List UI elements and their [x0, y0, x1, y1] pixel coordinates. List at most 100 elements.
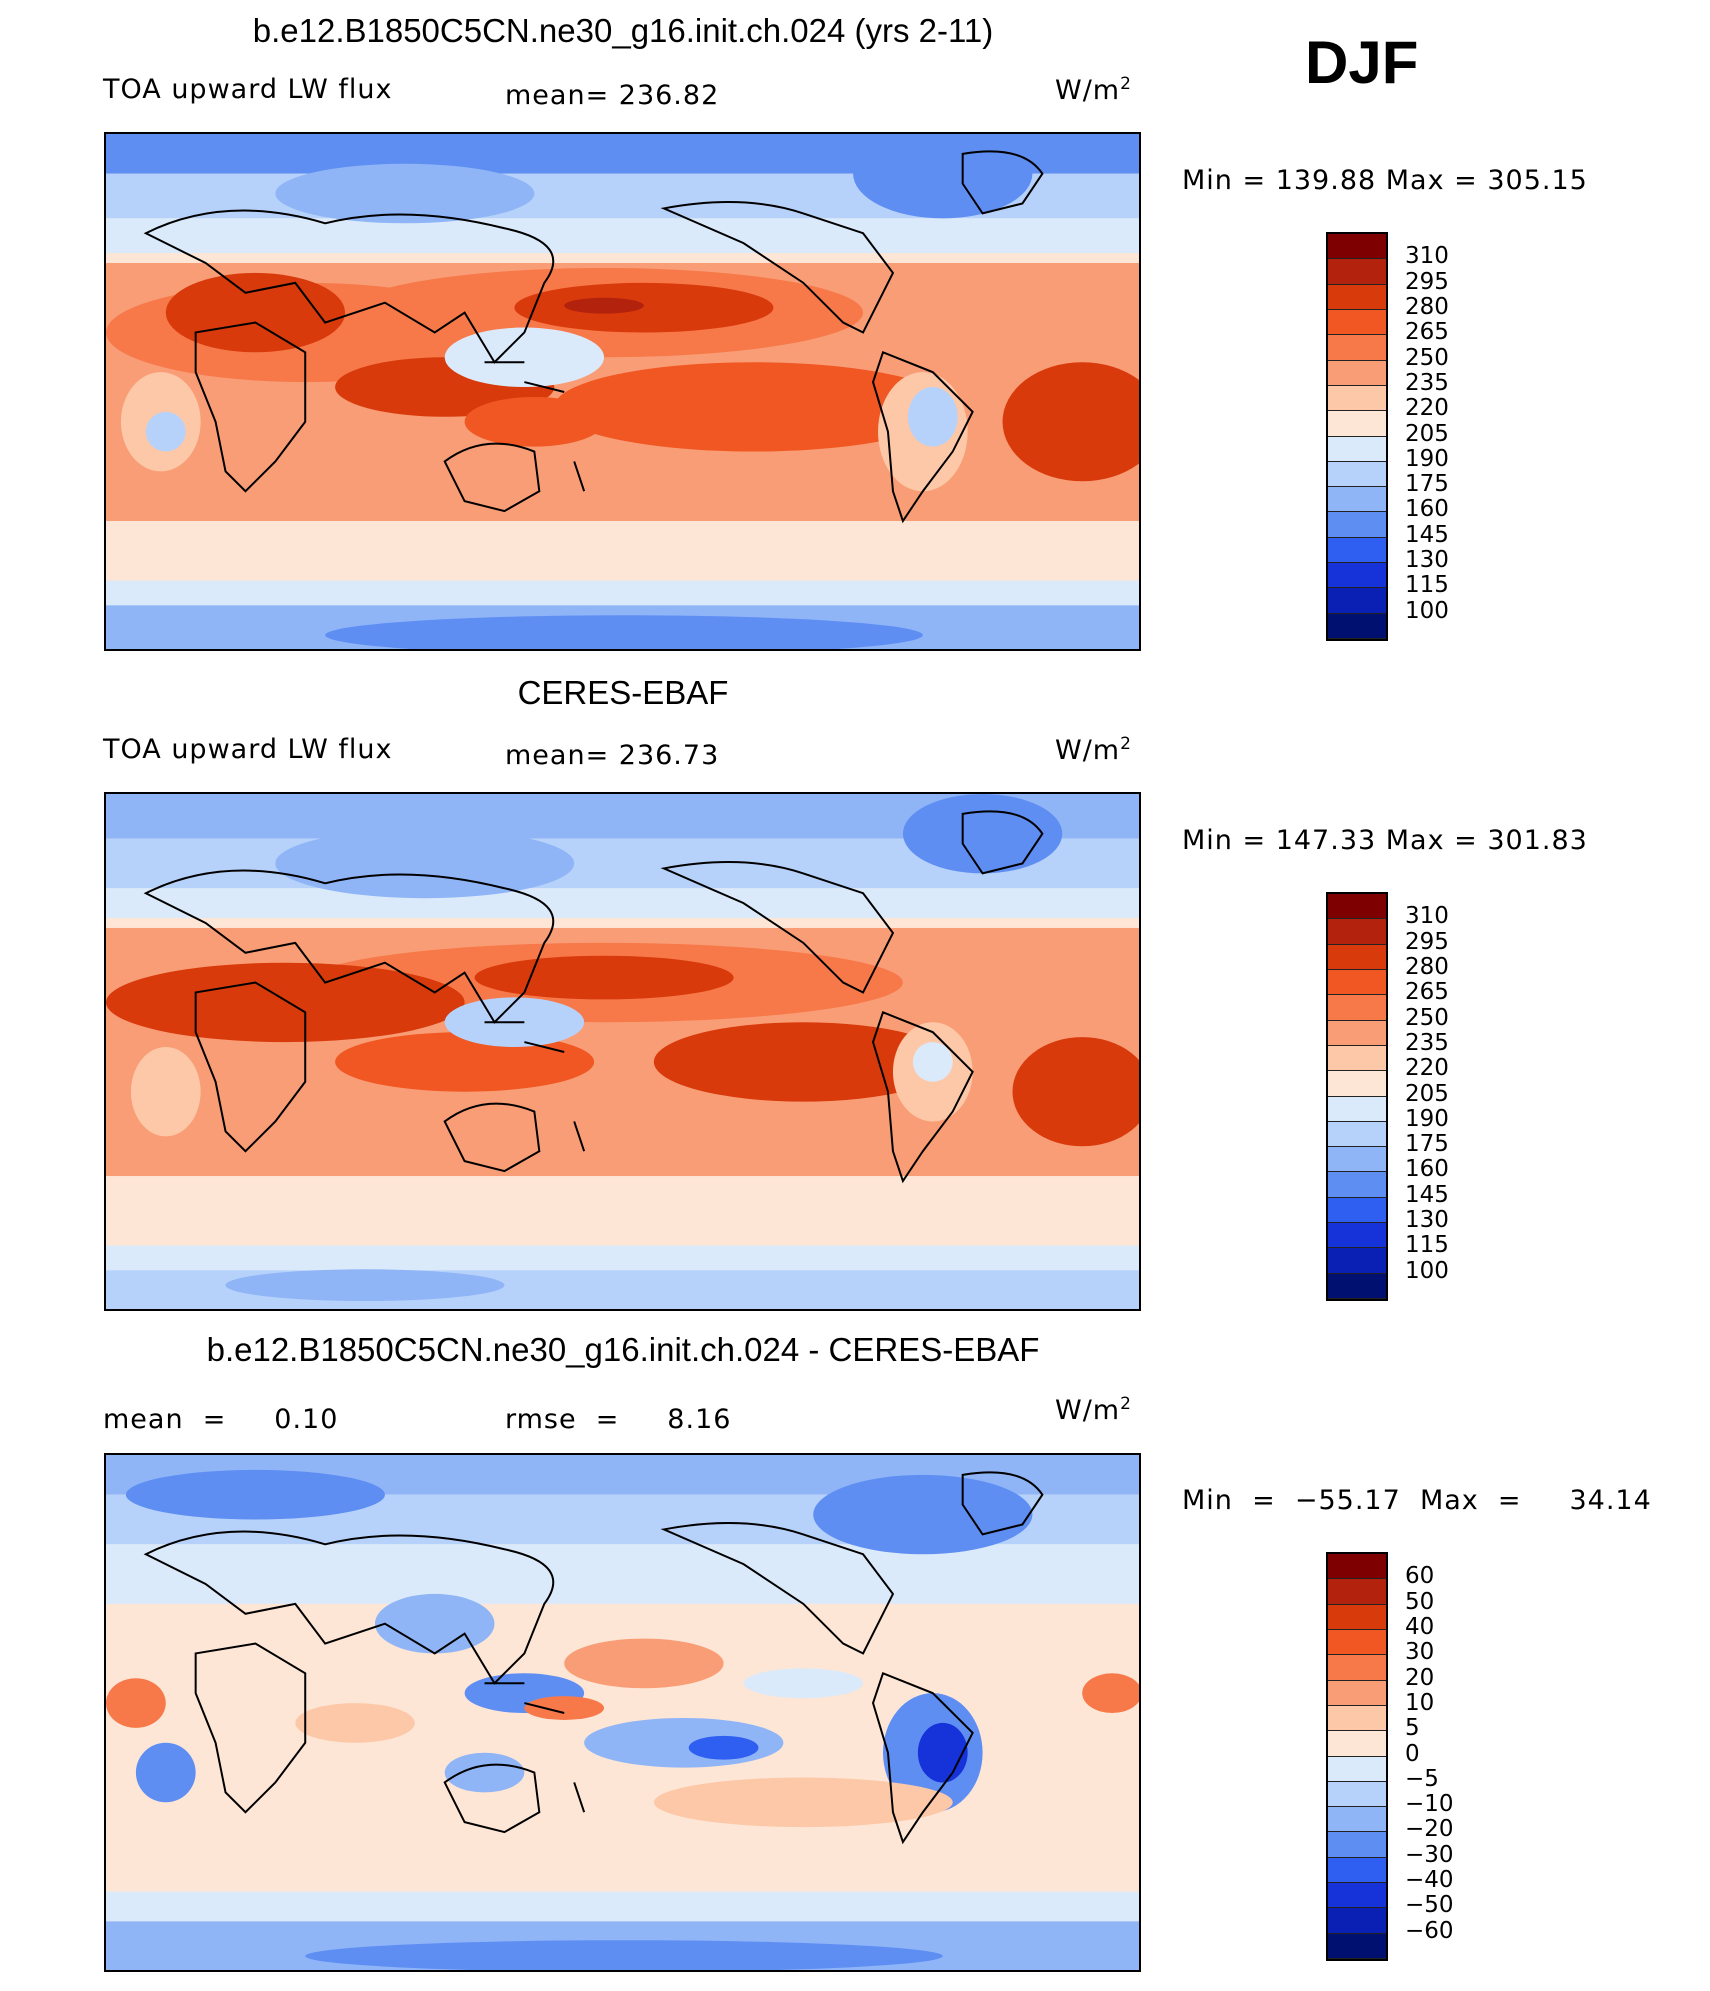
- colorbar-swatch: [1328, 487, 1386, 513]
- colorbar-tick-label: 40: [1405, 1613, 1435, 1640]
- colorbar-swatch: [1328, 1579, 1386, 1605]
- panel1-field-svg: [106, 134, 1139, 649]
- colorbar-tick-label: −5: [1405, 1765, 1439, 1792]
- panel2-units: W/m2: [1055, 734, 1132, 766]
- colorbar-tick-label: 295: [1405, 268, 1449, 295]
- colorbar-swatch: [1328, 1781, 1386, 1808]
- colorbar-swatch: [1328, 1756, 1386, 1782]
- colorbar-swatch: [1328, 1705, 1386, 1732]
- panel2-colorbar: [1326, 892, 1388, 1301]
- colorbar-swatch: [1328, 284, 1386, 310]
- panel2-map: [104, 792, 1141, 1311]
- colorbar-swatch: [1328, 1680, 1386, 1706]
- colorbar-swatch: [1328, 309, 1386, 336]
- colorbar-tick-label: −20: [1405, 1816, 1454, 1843]
- panel1-mean-text: mean= 236.82: [505, 80, 720, 111]
- colorbar-tick-label: 205: [1405, 1080, 1449, 1107]
- panel1-colorbar: [1326, 232, 1388, 641]
- colorbar-tick-label: 30: [1405, 1639, 1435, 1666]
- panel2-mean-text: mean= 236.73: [505, 740, 720, 771]
- colorbar-swatch: [1328, 1273, 1386, 1299]
- colorbar-tick-label: 190: [1405, 445, 1449, 472]
- colorbar-swatch: [1328, 563, 1386, 589]
- colorbar-swatch: [1328, 335, 1386, 361]
- colorbar-swatch: [1328, 944, 1386, 970]
- colorbar-tick-label: 280: [1405, 293, 1449, 320]
- colorbar-tick-label: 130: [1405, 547, 1449, 574]
- colorbar-tick-label: 115: [1405, 1232, 1449, 1259]
- colorbar-swatch: [1328, 411, 1386, 437]
- colorbar-swatch: [1328, 1655, 1386, 1681]
- panel3-minmax: Min = −55.17 Max = 34.14: [1182, 1485, 1652, 1516]
- colorbar-swatch: [1328, 1629, 1386, 1656]
- colorbar-swatch: [1328, 1147, 1386, 1173]
- colorbar-tick-label: 295: [1405, 928, 1449, 955]
- panel1-title: b.e12.B1850C5CN.ne30_g16.init.ch.024 (yr…: [252, 12, 994, 49]
- colorbar-swatch: [1328, 1020, 1386, 1046]
- colorbar-swatch: [1328, 1933, 1386, 1959]
- colorbar-tick-label: 0: [1405, 1740, 1420, 1767]
- colorbar-swatch: [1328, 995, 1386, 1021]
- colorbar-tick-label: 310: [1405, 903, 1449, 930]
- colorbar-swatch: [1328, 1554, 1386, 1580]
- colorbar-tick-label: 145: [1405, 521, 1449, 548]
- panel3-colorbar: [1326, 1552, 1388, 1961]
- panel3-title: b.e12.B1850C5CN.ne30_g16.init.ch.024 - C…: [206, 1331, 1040, 1368]
- colorbar-swatch: [1328, 969, 1386, 996]
- colorbar-swatch: [1328, 537, 1386, 564]
- colorbar-tick-label: 265: [1405, 319, 1449, 346]
- colorbar-tick-label: 60: [1405, 1563, 1435, 1590]
- colorbar-tick-label: 10: [1405, 1689, 1435, 1716]
- panel3-units: W/m2: [1055, 1394, 1132, 1426]
- colorbar-tick-label: 235: [1405, 1029, 1449, 1056]
- panel3-rmse-text: rmse = 8.16: [505, 1404, 732, 1435]
- colorbar-tick-label: 250: [1405, 1004, 1449, 1031]
- colorbar-tick-label: 20: [1405, 1664, 1435, 1691]
- panel3-map: [104, 1453, 1141, 1972]
- colorbar-tick-label: 175: [1405, 1131, 1449, 1158]
- colorbar-tick-label: 205: [1405, 420, 1449, 447]
- colorbar-swatch: [1328, 1197, 1386, 1224]
- colorbar-swatch: [1328, 1071, 1386, 1097]
- colorbar-swatch: [1328, 1604, 1386, 1630]
- colorbar-swatch: [1328, 1908, 1386, 1934]
- panel3-field-svg: [106, 1455, 1139, 1970]
- colorbar-tick-label: 220: [1405, 395, 1449, 422]
- colorbar-swatch: [1328, 1172, 1386, 1198]
- colorbar-tick-label: −50: [1405, 1892, 1454, 1919]
- colorbar-swatch: [1328, 919, 1386, 945]
- colorbar-swatch: [1328, 613, 1386, 639]
- colorbar-tick-label: 130: [1405, 1207, 1449, 1234]
- panel1-map: [104, 132, 1141, 651]
- colorbar-tick-label: 145: [1405, 1181, 1449, 1208]
- colorbar-swatch: [1328, 1832, 1386, 1858]
- colorbar-tick-label: 265: [1405, 979, 1449, 1006]
- panel2-field-svg: [106, 794, 1139, 1309]
- colorbar-swatch: [1328, 588, 1386, 614]
- panel1-minmax: Min = 139.88 Max = 305.15: [1182, 165, 1588, 196]
- panel2-minmax: Min = 147.33 Max = 301.83: [1182, 825, 1588, 856]
- colorbar-swatch: [1328, 1045, 1386, 1072]
- colorbar-swatch: [1328, 894, 1386, 920]
- colorbar-swatch: [1328, 1731, 1386, 1757]
- panel1-units: W/m2: [1055, 74, 1132, 106]
- colorbar-swatch: [1328, 512, 1386, 538]
- colorbar-tick-label: 220: [1405, 1055, 1449, 1082]
- panel2-title: CERES-EBAF: [517, 674, 729, 711]
- colorbar-tick-label: 5: [1405, 1715, 1420, 1742]
- colorbar-tick-label: −10: [1405, 1791, 1454, 1818]
- colorbar-swatch: [1328, 1857, 1386, 1884]
- colorbar-tick-label: 160: [1405, 496, 1449, 523]
- colorbar-swatch: [1328, 259, 1386, 285]
- panel3-mean-text: mean = 0.10: [103, 1404, 339, 1435]
- colorbar-swatch: [1328, 360, 1386, 386]
- colorbar-swatch: [1328, 1121, 1386, 1148]
- colorbar-swatch: [1328, 436, 1386, 462]
- colorbar-tick-label: 115: [1405, 572, 1449, 599]
- colorbar-tick-label: 235: [1405, 369, 1449, 396]
- colorbar-swatch: [1328, 1248, 1386, 1274]
- colorbar-tick-label: 280: [1405, 953, 1449, 980]
- colorbar-tick-label: 175: [1405, 471, 1449, 498]
- colorbar-tick-label: 50: [1405, 1588, 1435, 1615]
- colorbar-swatch: [1328, 461, 1386, 488]
